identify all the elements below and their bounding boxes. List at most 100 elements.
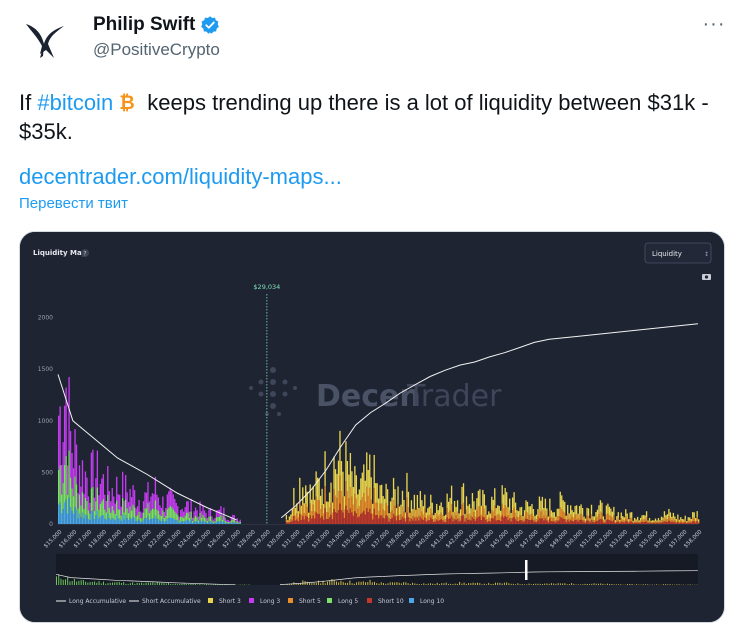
short-liquidity-bar bbox=[608, 515, 611, 521]
short-liquidity-bar bbox=[479, 505, 481, 517]
short-liquidity-bar bbox=[450, 515, 453, 524]
short-liquidity-bar bbox=[648, 522, 651, 524]
camera-icon[interactable] bbox=[702, 274, 711, 280]
short-liquidity-bar bbox=[354, 493, 356, 512]
legend-label: Short 5 bbox=[299, 598, 321, 605]
short-liquidity-bar bbox=[315, 512, 317, 524]
short-liquidity-bar bbox=[425, 518, 427, 522]
long-liquidity-bar bbox=[68, 377, 70, 451]
long-liquidity-bar bbox=[211, 516, 213, 521]
long-liquidity-bar bbox=[236, 521, 238, 523]
author-name-row[interactable]: Philip Swift bbox=[93, 14, 220, 36]
long-liquidity-bar bbox=[212, 519, 215, 522]
short-liquidity-bar bbox=[380, 503, 383, 516]
legend-label: Long 5 bbox=[338, 598, 358, 605]
display-name[interactable]: Philip Swift bbox=[93, 14, 196, 35]
long-liquidity-bar bbox=[221, 515, 224, 520]
short-liquidity-bar bbox=[584, 518, 587, 522]
translate-tweet-button[interactable]: Перевести твит bbox=[19, 195, 128, 212]
short-liquidity-bar bbox=[319, 517, 322, 524]
short-liquidity-bar bbox=[598, 505, 600, 515]
short-liquidity-bar bbox=[546, 515, 548, 521]
short-liquidity-bar bbox=[422, 514, 424, 521]
ellipsis-icon[interactable]: ··· bbox=[702, 12, 726, 35]
short-liquidity-bar bbox=[668, 516, 670, 521]
short-liquidity-bar bbox=[607, 519, 609, 524]
short-liquidity-bar bbox=[394, 516, 396, 524]
long-liquidity-bar bbox=[235, 523, 237, 524]
navigator-handle[interactable] bbox=[525, 560, 528, 580]
short-liquidity-bar bbox=[538, 517, 541, 524]
help-icon[interactable] bbox=[81, 249, 89, 257]
navigator-bar bbox=[194, 583, 196, 585]
short-liquidity-bar bbox=[358, 506, 360, 517]
navigator-bar bbox=[403, 582, 405, 585]
short-liquidity-bar bbox=[382, 517, 384, 524]
short-liquidity-bar bbox=[653, 520, 655, 523]
navigator-track[interactable] bbox=[56, 554, 698, 585]
short-liquidity-bar bbox=[526, 512, 529, 520]
navigator-bar bbox=[580, 584, 582, 585]
short-liquidity-bar bbox=[300, 505, 302, 515]
short-liquidity-bar bbox=[437, 516, 439, 521]
long-liquidity-bar bbox=[208, 516, 210, 522]
navigator-bar bbox=[347, 582, 349, 585]
short-liquidity-bar bbox=[693, 521, 695, 524]
navigator-bar bbox=[400, 583, 402, 585]
short-liquidity-bar bbox=[695, 522, 697, 524]
navigator-bar bbox=[132, 582, 134, 585]
short-liquidity-bar bbox=[483, 494, 486, 509]
short-liquidity-bar bbox=[678, 519, 680, 522]
short-liquidity-bar bbox=[590, 504, 593, 514]
short-liquidity-bar bbox=[498, 505, 500, 515]
long-liquidity-bar bbox=[223, 521, 225, 524]
short-liquidity-bar bbox=[401, 506, 404, 517]
short-liquidity-bar bbox=[468, 513, 471, 520]
avatar[interactable] bbox=[20, 14, 68, 62]
short-liquidity-bar bbox=[474, 516, 477, 521]
long-liquidity-bar bbox=[202, 520, 204, 524]
navigator-bar bbox=[591, 583, 593, 585]
short-liquidity-bar bbox=[449, 510, 451, 519]
short-liquidity-bar bbox=[336, 473, 338, 498]
navigator-bar bbox=[71, 580, 73, 585]
short-liquidity-bar bbox=[501, 515, 503, 524]
long-liquidity-bar bbox=[175, 513, 177, 521]
author-handle[interactable]: @PositiveCrypto bbox=[93, 40, 220, 59]
long-liquidity-bar bbox=[81, 460, 84, 493]
long-liquidity-bar bbox=[101, 515, 103, 524]
short-liquidity-bar bbox=[348, 513, 350, 524]
short-liquidity-bar bbox=[672, 512, 675, 519]
range-navigator[interactable] bbox=[55, 554, 699, 586]
short-liquidity-bar bbox=[358, 516, 360, 524]
short-liquidity-bar bbox=[628, 521, 630, 523]
long-liquidity-bar bbox=[214, 522, 216, 524]
short-liquidity-bar bbox=[321, 505, 323, 517]
short-liquidity-bar bbox=[565, 522, 567, 524]
short-liquidity-bar bbox=[519, 515, 521, 521]
navigator-bar bbox=[185, 583, 187, 585]
hashtag-link[interactable]: #bitcoin bbox=[37, 90, 114, 115]
navigator-bar bbox=[114, 582, 116, 585]
help-label: ? bbox=[83, 251, 86, 258]
long-liquidity-bar bbox=[178, 516, 180, 521]
navigator-bar bbox=[190, 583, 192, 585]
short-liquidity-bar bbox=[522, 519, 524, 523]
short-liquidity-bar bbox=[580, 513, 582, 520]
short-liquidity-bar bbox=[433, 515, 435, 520]
short-liquidity-bar bbox=[352, 504, 355, 516]
long-liquidity-bar bbox=[123, 519, 125, 524]
navigator-bar bbox=[644, 584, 646, 585]
short-liquidity-bar bbox=[514, 519, 517, 524]
chart-image[interactable]: Liquidity Map ? Liquidity ↕ Decen Trader… bbox=[19, 231, 725, 623]
tweet-link[interactable]: decentrader.com/liquidity-maps... bbox=[19, 164, 342, 189]
long-liquidity-bar bbox=[95, 501, 97, 516]
short-liquidity-bar bbox=[306, 516, 308, 524]
short-liquidity-bar bbox=[663, 517, 666, 522]
short-liquidity-bar bbox=[529, 506, 532, 515]
short-liquidity-bar bbox=[574, 514, 576, 521]
long-liquidity-bar bbox=[81, 512, 84, 524]
short-liquidity-bar bbox=[421, 500, 423, 512]
svg-text:₿: ₿ bbox=[119, 92, 134, 112]
chart-dropdown[interactable] bbox=[644, 242, 712, 264]
